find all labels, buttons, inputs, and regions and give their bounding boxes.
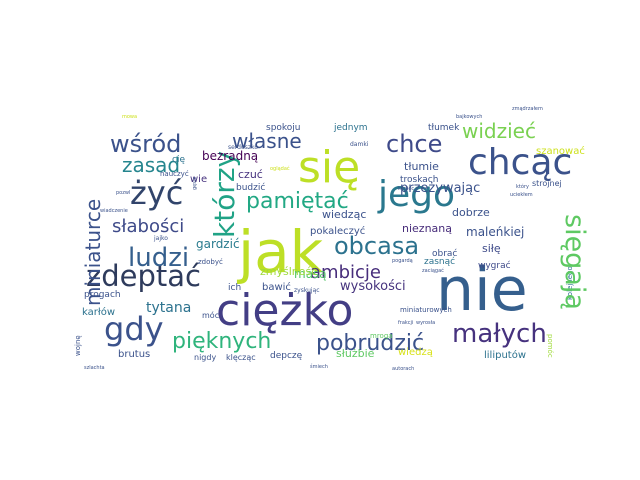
word-cloud-word: sięgają xyxy=(559,214,590,310)
word-cloud-word: pamiętać xyxy=(246,189,349,214)
word-cloud-word: oglądać xyxy=(270,165,290,172)
word-cloud-word: zasnąć xyxy=(424,256,455,267)
word-cloud-word: dobrze xyxy=(452,206,490,219)
word-cloud-word: zmyślność xyxy=(260,265,317,278)
word-cloud-word: bajkowych xyxy=(456,114,482,120)
word-cloud-word: gęsie xyxy=(192,177,198,190)
word-cloud-word: móc xyxy=(202,310,219,320)
word-cloud-word: przeżywając xyxy=(400,181,480,196)
word-cloud-word: damki xyxy=(350,141,369,148)
word-cloud-words: nie jak ciężko się chcąc jego gdy żyć zd… xyxy=(74,106,590,372)
word-cloud-word: nigdy xyxy=(194,353,216,362)
word-cloud-word: siłę xyxy=(482,242,501,255)
word-cloud-word: wiedząc xyxy=(322,208,366,221)
word-cloud-word: widzieć xyxy=(462,119,536,143)
word-cloud-word: szanować xyxy=(536,145,585,157)
word-cloud-word: bawić xyxy=(262,281,291,293)
word-cloud-word: karłów xyxy=(82,306,115,318)
word-cloud-word: ich xyxy=(228,283,241,293)
word-cloud-word: własne xyxy=(232,129,302,153)
word-cloud-word: zdobyć xyxy=(198,258,223,266)
word-cloud-word: autorach xyxy=(392,366,414,372)
word-cloud-word: pogardą xyxy=(392,258,413,264)
word-cloud-word: ambicje xyxy=(310,262,381,283)
word-cloud-word: który xyxy=(516,183,529,190)
word-cloud-word: budzić xyxy=(236,182,265,193)
word-cloud-word: kolejnego xyxy=(566,266,574,300)
word-cloud-word: zyskując xyxy=(294,287,320,294)
word-cloud-word: uciekłem xyxy=(510,192,533,198)
word-cloud-word: jak xyxy=(236,218,324,286)
word-cloud-word: pięknych xyxy=(172,329,271,354)
word-cloud-word: tytana xyxy=(146,300,191,316)
word-cloud-word: wśród xyxy=(110,130,181,158)
word-cloud-word: się xyxy=(298,142,360,193)
word-cloud-word: chce xyxy=(386,130,442,158)
word-cloud-word: pokaleczyć xyxy=(310,225,365,237)
word-cloud-word: wie xyxy=(190,174,207,185)
word-cloud-word: jego xyxy=(377,174,455,215)
word-cloud-word: strojnej xyxy=(532,179,562,188)
word-cloud-word: wysokości xyxy=(340,279,406,294)
word-cloud-word: chcąc xyxy=(468,142,572,183)
word-cloud-word: wyrosła xyxy=(416,320,435,326)
word-cloud-word: zmądrzałem xyxy=(512,106,543,112)
word-cloud-word: jajko xyxy=(153,235,168,242)
word-cloud-word: bezradną xyxy=(202,149,258,163)
word-cloud-word: progach xyxy=(84,290,121,300)
word-cloud-word: nieznaną xyxy=(402,222,452,235)
word-cloud-word: szlachta xyxy=(84,365,105,371)
word-cloud-word: masą xyxy=(294,267,327,281)
word-cloud-word: śmiech xyxy=(310,363,328,370)
word-cloud-word: frakcji xyxy=(398,320,413,326)
word-cloud-word: miniaturce xyxy=(81,199,105,306)
word-cloud-word: klęcząc xyxy=(226,353,256,362)
word-cloud-word: maleńkiej xyxy=(466,225,524,239)
word-cloud-word: obcasa xyxy=(334,232,419,260)
word-cloud-word: małych xyxy=(452,319,547,349)
word-cloud-word: wiadczenie xyxy=(100,208,128,214)
word-cloud-word: spokoju xyxy=(266,123,301,133)
word-cloud-word: mowa xyxy=(122,114,137,120)
word-cloud-word: serduszko xyxy=(228,144,258,151)
word-cloud-word: mroga xyxy=(370,332,393,340)
word-cloud-word: gardzić xyxy=(196,237,240,251)
word-cloud-word: czuć xyxy=(238,168,263,181)
word-cloud-word: jednym xyxy=(333,123,368,133)
word-cloud-word: tłumie xyxy=(404,160,439,173)
word-cloud-word: żyć xyxy=(130,174,183,212)
word-cloud-word: wojnę xyxy=(74,335,82,356)
word-cloud-word: obrać xyxy=(432,248,457,259)
word-cloud-word: troskach xyxy=(400,175,438,185)
word-cloud-word: zaciągać xyxy=(422,267,444,274)
word-cloud-word: pomóc xyxy=(546,334,554,358)
word-cloud-word: słabości xyxy=(112,216,184,237)
word-cloud-word: nie xyxy=(436,255,528,325)
word-cloud-word: wiedzą xyxy=(398,347,433,358)
word-cloud-word: brutus xyxy=(118,349,150,360)
word-cloud-word: miniaturowych xyxy=(400,306,452,314)
word-cloud-word: gdy xyxy=(104,310,164,348)
word-cloud-word: pozwl xyxy=(116,190,130,196)
word-cloud-word: którzy xyxy=(208,151,241,238)
word-cloud-word: koniec xyxy=(398,186,414,192)
word-cloud-word: zasad xyxy=(122,153,180,177)
word-cloud-word: ludzi xyxy=(128,243,189,273)
word-cloud-word: ciężko xyxy=(216,285,353,336)
word-cloud-word: nauczyć xyxy=(160,170,189,178)
word-cloud-word: depczę xyxy=(270,351,303,361)
word-cloud-word: wygrać xyxy=(478,260,511,271)
word-cloud-word: cię xyxy=(172,155,185,165)
word-cloud-word: tłumek xyxy=(428,123,460,133)
word-cloud-word: pobrudzić xyxy=(316,331,424,356)
word-cloud-word: zdeptać xyxy=(86,259,201,293)
word-cloud-word: liliputów xyxy=(484,349,526,361)
word-cloud-word: służbie xyxy=(336,347,375,360)
